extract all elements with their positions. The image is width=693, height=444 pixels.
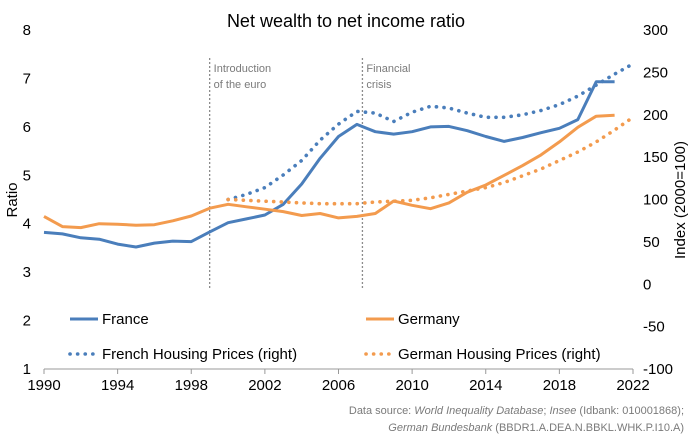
- annotation-layer: Introduction of the euro Financial crisis: [209, 58, 410, 290]
- y-axis-label: Ratio: [4, 182, 21, 217]
- series-layer: [43, 62, 635, 249]
- y-tick-label: 6: [23, 119, 31, 136]
- annotation-label: crisis: [366, 79, 392, 91]
- source-insee: Insee: [549, 405, 576, 417]
- source-line-1: Data source: World Inequality Database; …: [349, 405, 684, 417]
- annotation-label: of the euro: [214, 79, 267, 91]
- y2-tick-label: 250: [643, 64, 668, 81]
- chart-title: Net wealth to net income ratio: [227, 11, 465, 31]
- y2-tick-label: 150: [643, 149, 668, 166]
- y2-axis-label: Index (2000=100): [672, 141, 689, 259]
- source-bundesbank: German Bundesbank: [388, 422, 492, 434]
- y2-tick-label: 300: [643, 22, 668, 39]
- x-tick-label: 1990: [27, 377, 60, 394]
- y2-tick-label: 0: [643, 276, 651, 293]
- axis-layer: 1990 1994 1998 2002 2006 2010 2014 2018 20221234…: [23, 22, 673, 394]
- y-tick-label: 2: [23, 313, 31, 330]
- source-prefix: Data source:: [349, 405, 414, 417]
- source-wid: World Inequality Database: [414, 405, 543, 417]
- y-tick-label: 7: [23, 70, 31, 87]
- legend-label: German Housing Prices (right): [398, 346, 601, 363]
- legend-label: French Housing Prices (right): [102, 346, 297, 363]
- y-tick-label: 5: [23, 167, 31, 184]
- series-line: [43, 80, 615, 249]
- annotation-label: Financial: [366, 63, 410, 75]
- y-tick-label: 8: [23, 22, 31, 39]
- series-line: [43, 113, 615, 230]
- x-tick-label: 2022: [616, 377, 649, 394]
- source-insee-code: (Idbank: 010001868);: [576, 405, 684, 417]
- source-bundesbank-code: (BBDR1.A.DEA.N.BBKL.WHK.P.I10.A): [492, 422, 684, 434]
- source-line-2: German Bundesbank (BBDR1.A.DEA.N.BBKL.WH…: [388, 422, 684, 434]
- legend-label: Germany: [398, 311, 460, 328]
- source-sep: ;: [543, 405, 549, 417]
- x-tick-label: 2006: [322, 377, 355, 394]
- y-tick-label: 4: [23, 216, 31, 233]
- x-tick-label: 2018: [543, 377, 576, 394]
- legend: France Germany French Housing Prices (righ…: [68, 311, 601, 363]
- y2-tick-label: 200: [643, 107, 668, 124]
- x-tick-label: 1998: [175, 377, 208, 394]
- series-line: [226, 115, 635, 206]
- y2-tick-label: 100: [643, 192, 668, 209]
- y2-tick-label: -100: [643, 361, 673, 378]
- x-tick-label: 1994: [101, 377, 134, 394]
- legend-label: France: [102, 311, 149, 328]
- x-tick-label: 2014: [469, 377, 502, 394]
- y-tick-label: 1: [23, 361, 31, 378]
- y2-tick-label: 50: [643, 234, 660, 251]
- y-tick-label: 3: [23, 264, 31, 281]
- y2-tick-label: -50: [643, 319, 665, 336]
- x-tick-label: 2010: [395, 377, 428, 394]
- annotation-label: Introduction: [214, 63, 271, 75]
- x-tick-label: 2002: [248, 377, 281, 394]
- series-line: [226, 62, 635, 202]
